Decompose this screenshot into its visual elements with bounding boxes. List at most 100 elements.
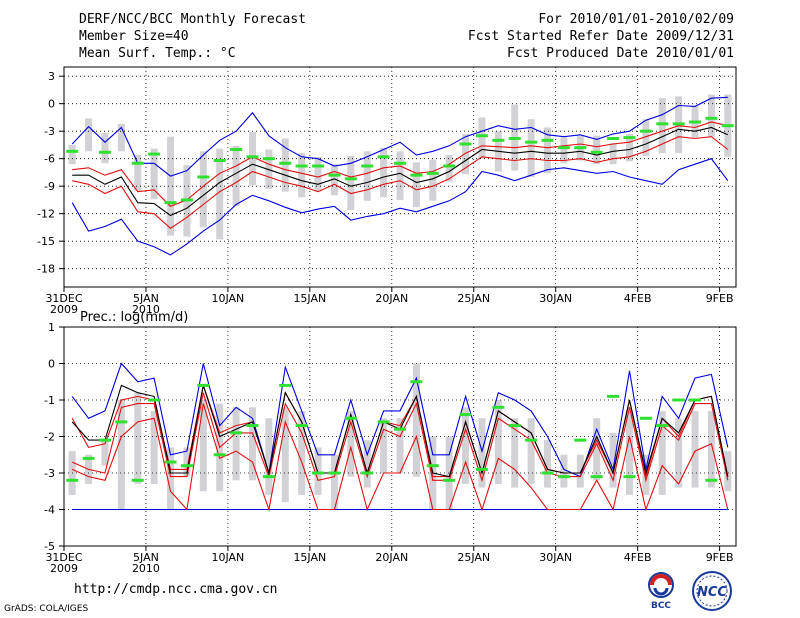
spread-box (281, 407, 289, 503)
series-second-red-line (71, 403, 729, 512)
spread-box (167, 136, 175, 236)
spread-box (330, 454, 338, 510)
spread-box (396, 151, 404, 200)
spread-box (150, 148, 158, 199)
spread-box (134, 392, 142, 484)
spread-box (134, 155, 142, 191)
x-tick-label: 30JAN (539, 292, 572, 305)
spread-box (347, 410, 355, 477)
series-ensemble-lower (71, 392, 729, 483)
spread-box (347, 155, 355, 210)
x-tick-label: 5JAN (133, 551, 159, 564)
spread-box (429, 159, 437, 201)
plot-frame (63, 66, 737, 288)
y-tick-label: -12 (37, 208, 55, 221)
y-tick-label: -18 (37, 263, 55, 276)
y-tick-label: -2 (44, 431, 55, 444)
spread-box (396, 418, 404, 473)
spread-box (101, 133, 109, 164)
x-tick-label: 15JAN (293, 292, 326, 305)
spread-box (117, 123, 125, 152)
y-tick-label: -3 (44, 125, 55, 138)
spread-box (248, 407, 256, 481)
spread-box (642, 119, 650, 156)
spread-box (412, 363, 420, 477)
spread-box (462, 407, 470, 484)
grads-credit: GrADS: COLA/IGES (4, 604, 89, 614)
spread-box (281, 138, 289, 192)
spread-box (658, 410, 666, 495)
spread-box (232, 145, 240, 207)
series-ensemble-maximum (71, 96, 728, 177)
spread-box (265, 418, 273, 495)
spread-box (609, 143, 617, 165)
fcst-produced-label: Fcst Produced Date 2010/01/01 (507, 46, 734, 61)
spread-box (527, 418, 535, 484)
y-tick-label: -5 (44, 540, 55, 553)
spread-box (724, 451, 732, 492)
spread-box (445, 436, 453, 510)
series-ensemble-maximum (71, 362, 729, 478)
x-tick-label: 15JAN (293, 551, 326, 564)
spread-box (167, 447, 175, 510)
x-tick-label: 9FEB (706, 292, 734, 305)
spread-box (298, 410, 306, 495)
spread-box (478, 117, 486, 159)
spread-box (314, 156, 322, 192)
footer-url[interactable]: http://cmdp.ncc.cma.gov.cn (74, 582, 278, 597)
y-tick-label: -1 (44, 394, 55, 407)
spread-box (445, 155, 453, 182)
x-tick-label: 25JAN (457, 551, 490, 564)
spread-box (560, 137, 568, 164)
forecast-period-label: For 2010/01/01-2010/02/09 (538, 12, 734, 27)
y-tick-label: 0 (48, 98, 55, 111)
spread-box (511, 418, 519, 488)
spread-box (544, 127, 552, 174)
spread-box (330, 164, 338, 196)
spread-box (494, 400, 502, 484)
plot-area (64, 327, 736, 546)
x-tick-label: 30JAN (539, 551, 572, 564)
ncc-logo: NCC (692, 571, 732, 611)
series-ensemble-upper (72, 121, 728, 207)
bcc-logo: BCC (648, 572, 674, 610)
y-tick-label: -9 (44, 180, 55, 193)
spread-box (101, 440, 109, 466)
spread-box (462, 133, 470, 175)
spread-box (363, 151, 371, 201)
spread-box (199, 151, 207, 228)
y-tick-label: -3 (44, 467, 55, 480)
y-tick-label: -15 (37, 235, 55, 248)
x-tick-label: 31DEC (45, 551, 82, 564)
x-tick-label: 20JAN (375, 551, 408, 564)
fcst-started-label: Fcst Started Refer Date 2009/12/31 (467, 29, 734, 44)
spread-box (380, 147, 388, 198)
x-tick-label: 25JAN (457, 292, 490, 305)
x-tick-sublabel: 2009 (50, 562, 78, 575)
spread-box (232, 407, 240, 481)
spread-box (576, 454, 584, 488)
spread-box (68, 144, 76, 165)
x-tick-label: 4FEB (624, 292, 652, 305)
member-size-label: Member Size=40 (79, 29, 189, 44)
y-tick-label: 3 (48, 70, 55, 83)
x-tick-label: 10JAN (211, 551, 244, 564)
y-tick-label: -6 (44, 153, 55, 166)
spread-box (314, 447, 322, 495)
spread-box (609, 432, 617, 488)
spread-box (593, 418, 601, 481)
x-tick-label: 31DEC (45, 292, 82, 305)
spread-box (625, 133, 633, 162)
spread-box (707, 94, 715, 137)
y-tick-label: 1 (48, 321, 55, 334)
spread-box (691, 410, 699, 488)
x-tick-sublabel: 2010 (132, 562, 160, 575)
spread-box (85, 118, 93, 152)
plot-area (64, 67, 736, 287)
spread-box (707, 410, 715, 488)
bcc-logo-text: BCC (651, 601, 671, 610)
y-tick-label: -4 (44, 504, 55, 517)
spread-box (183, 447, 191, 477)
